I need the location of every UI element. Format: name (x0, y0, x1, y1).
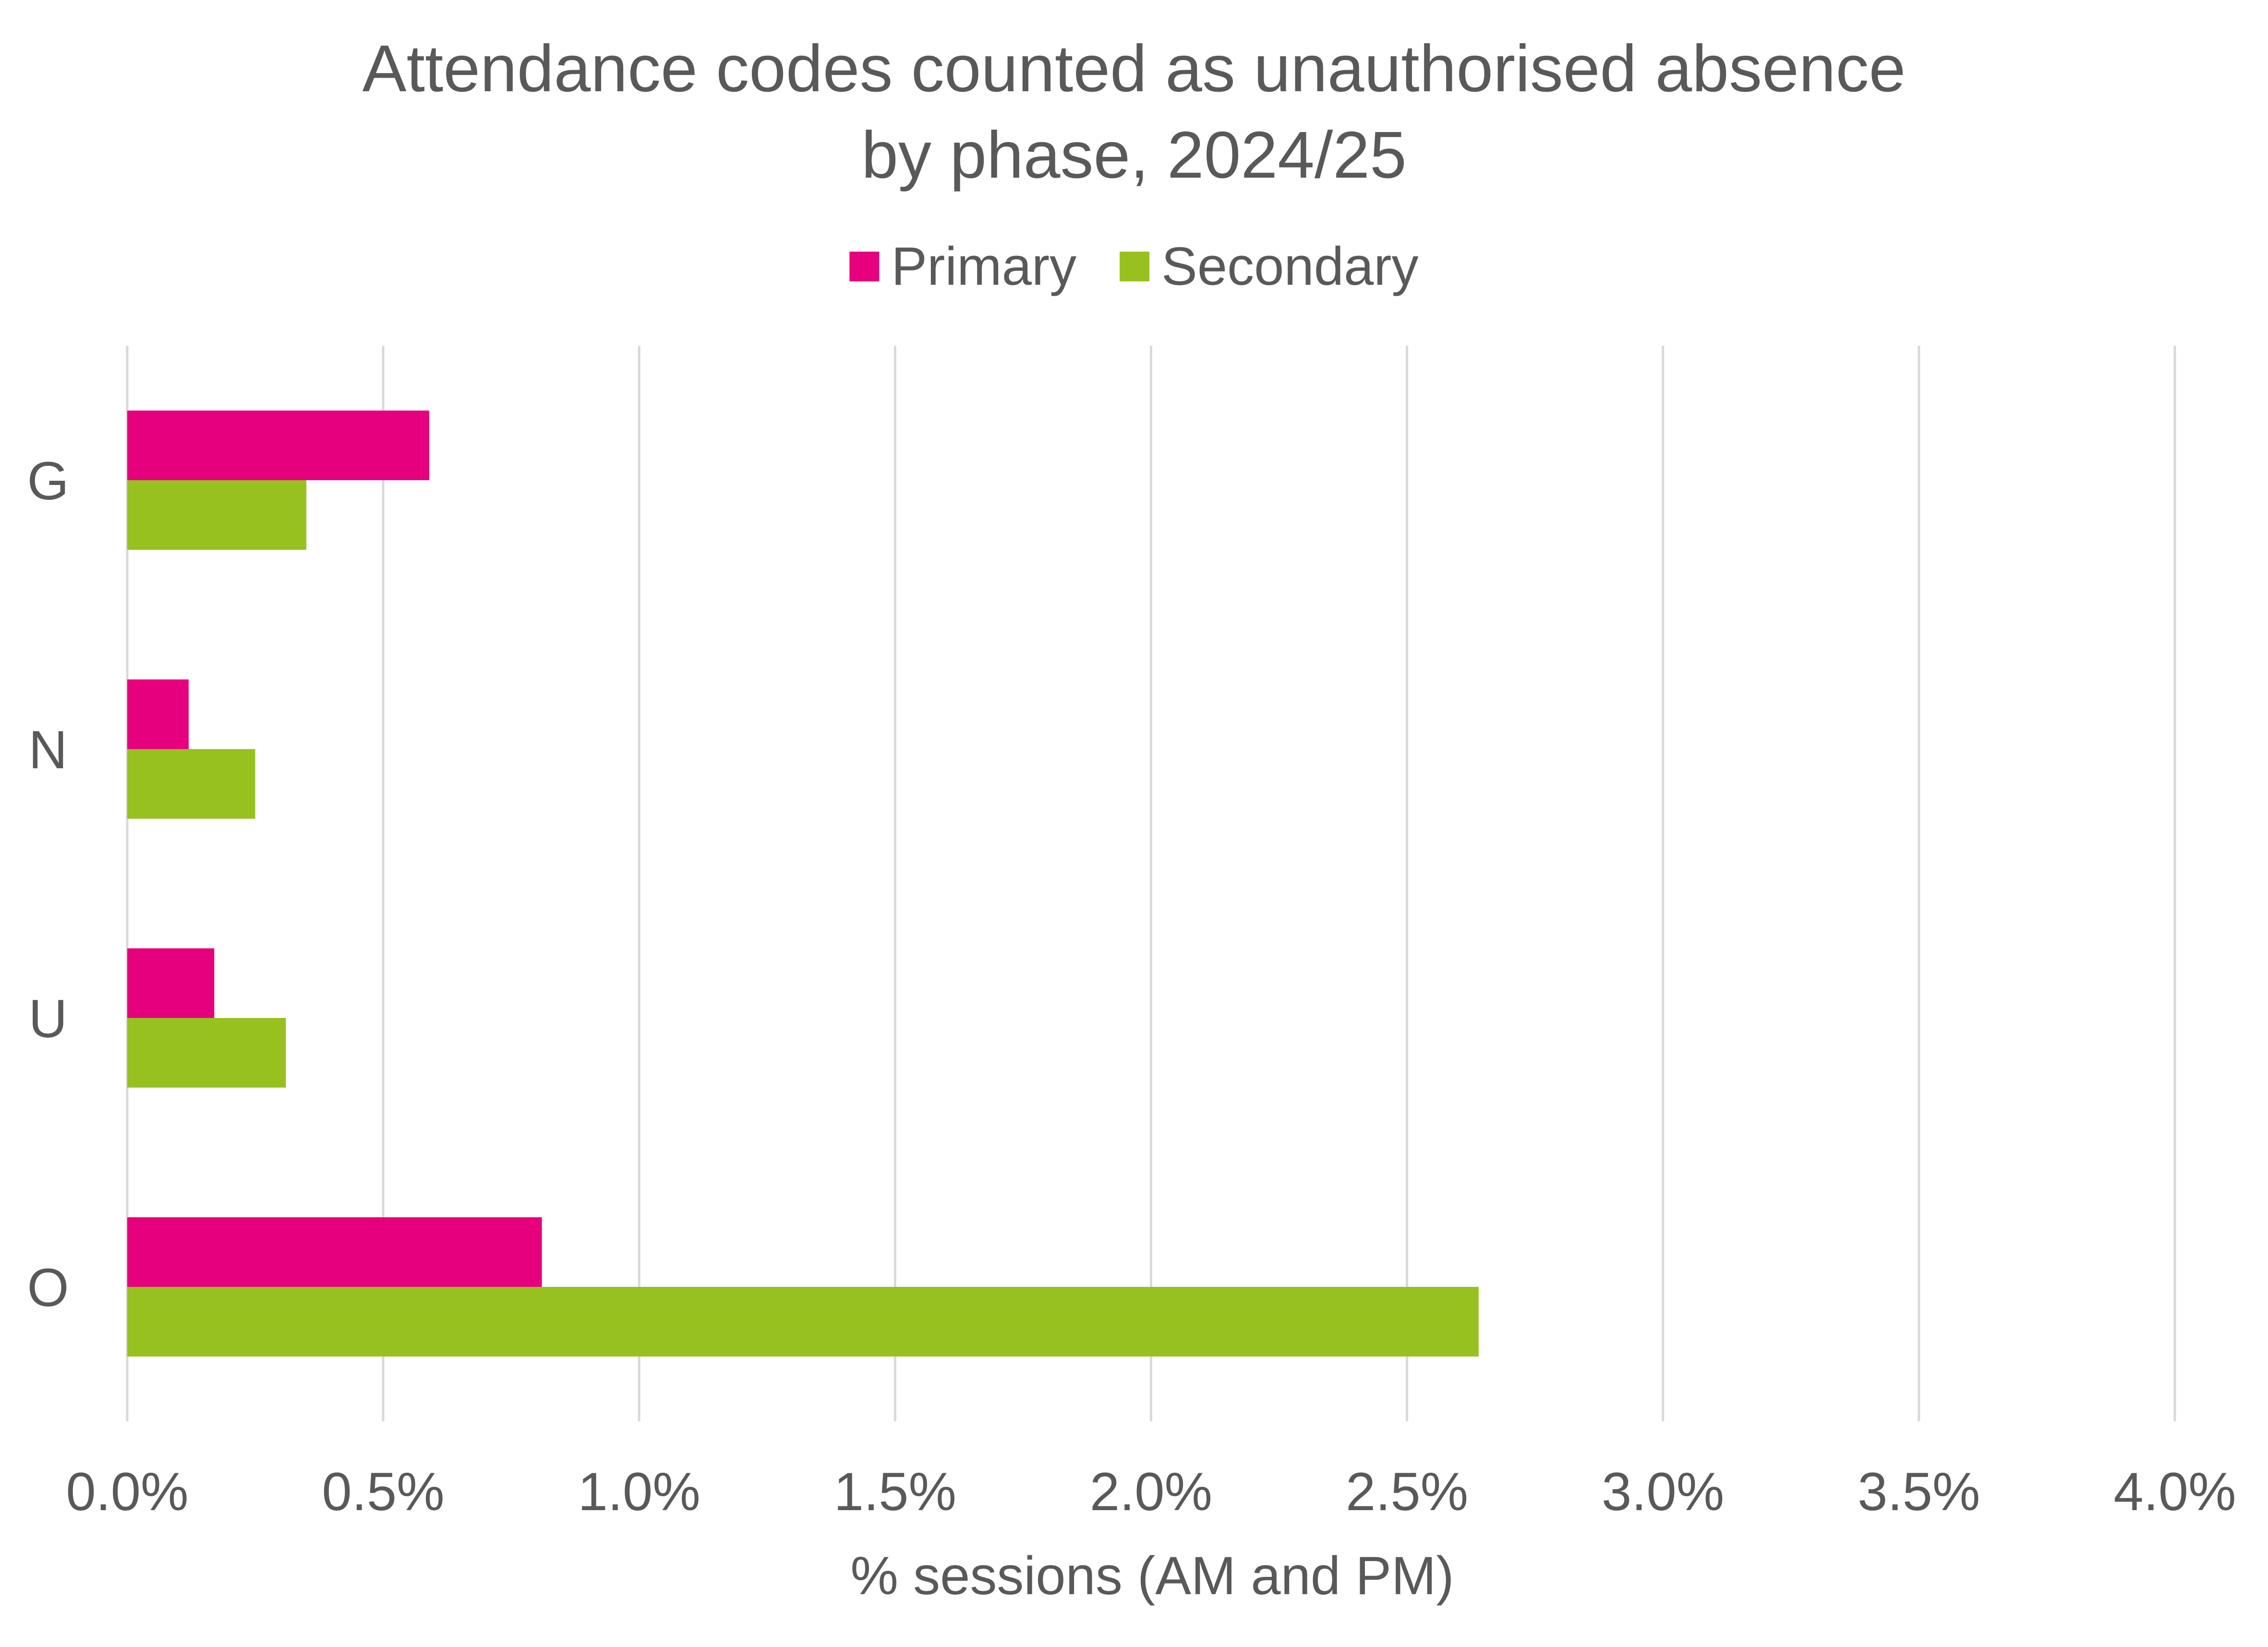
legend: Primary Secondary (849, 236, 1419, 296)
x-tick-label: 4.0% (2113, 1462, 2236, 1522)
chart-title: Attendance codes counted as unauthorised… (362, 32, 1906, 192)
gridlines (126, 346, 2176, 1421)
x-tick-label: 2.0% (1090, 1462, 1212, 1522)
x-tick-label: 0.5% (322, 1462, 444, 1522)
bar-primary-O (127, 1217, 542, 1287)
legend-swatch-secondary (1120, 252, 1150, 281)
y-tick-label-G: G (27, 451, 69, 511)
legend-label-secondary: Secondary (1161, 236, 1418, 296)
bars (127, 411, 1479, 1356)
x-axis-title: % sessions (AM and PM) (850, 1546, 1454, 1606)
bar-secondary-O (127, 1287, 1479, 1356)
bar-primary-N (127, 679, 189, 749)
x-axis-labels: 0.0% 0.5% 1.0% 1.5% 2.0% 2.5% 3.0% 3.5% 4.0% (66, 1462, 2236, 1522)
chart-title-line-1: Attendance codes counted as unauthorised… (362, 32, 1906, 106)
x-tick-label: 2.5% (1346, 1462, 1468, 1522)
x-tick-label: 3.0% (1602, 1462, 1724, 1522)
bar-secondary-N (127, 749, 255, 819)
y-tick-label-N: N (29, 720, 68, 780)
bar-secondary-U (127, 1018, 286, 1088)
x-tick-label: 1.0% (578, 1462, 700, 1522)
bar-primary-U (127, 948, 215, 1018)
y-tick-label-U: U (29, 989, 68, 1049)
x-tick-label: 3.5% (1858, 1462, 1980, 1522)
bar-secondary-G (127, 480, 307, 550)
y-axis-labels: G N U O (27, 451, 69, 1318)
chart-title-line-2: by phase, 2024/25 (861, 118, 1407, 192)
legend-swatch-primary (849, 252, 880, 281)
bar-primary-G (127, 411, 430, 480)
y-tick-label-O: O (27, 1258, 69, 1318)
legend-label-primary: Primary (891, 236, 1076, 296)
x-tick-label: 0.0% (66, 1462, 188, 1522)
x-tick-label: 1.5% (834, 1462, 956, 1522)
